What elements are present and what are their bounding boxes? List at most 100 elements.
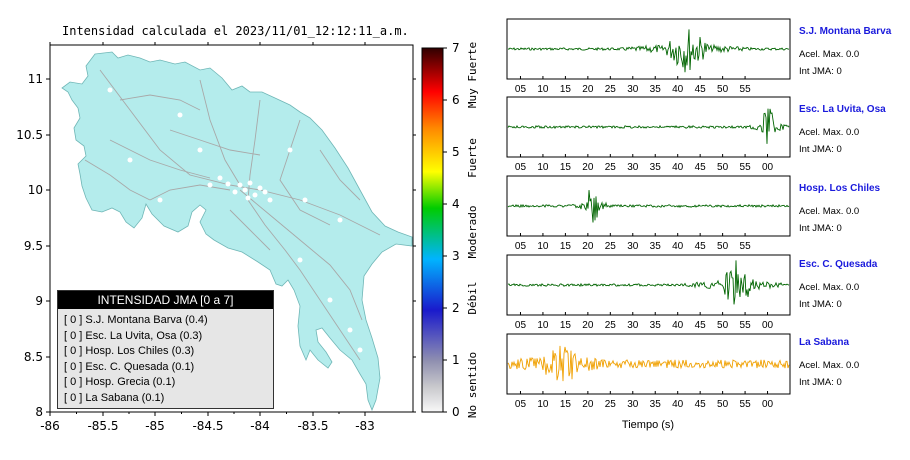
waveform-tick-label: 30 (627, 162, 639, 173)
station-name: Hosp. Los Chiles (799, 183, 881, 194)
waveform-tick-label: 35 (650, 84, 662, 95)
acel-max: Acel. Max. 0.0 (799, 360, 860, 371)
waveform-tick-label: 35 (650, 241, 662, 252)
waveform-trace (507, 345, 790, 382)
waveform-trace (507, 260, 790, 305)
colorbar-category-label: Muy Fuerte (466, 42, 479, 108)
waveform-tick-label: 25 (605, 162, 617, 173)
station-name: La Sabana (799, 337, 850, 348)
waveform-tick-label: 40 (672, 84, 684, 95)
station-dots (107, 87, 363, 353)
colorbar-tick-label: 7 (452, 41, 460, 55)
waveform-tick-label: 30 (627, 399, 639, 410)
legend-item: [ 0 ] Esc. C. Quesada (0.1) (64, 360, 195, 373)
x-tick-label: -84.5 (192, 419, 223, 433)
waveform-tick-label: 00 (762, 399, 774, 410)
x-tick-label: -85 (145, 419, 165, 433)
colorbar-tick-label: 5 (452, 145, 460, 159)
waveform-tick-label: 45 (695, 84, 707, 95)
waveform-tick-label: 55 (740, 399, 752, 410)
int-jma: Int JMA: 0 (799, 299, 842, 310)
waveform-tick-label: 25 (605, 84, 617, 95)
waveform-tick-label: 10 (537, 162, 549, 173)
legend-item: [ 0 ] Hosp. Los Chiles (0.3) (64, 345, 195, 357)
waveform-tick-label: 15 (560, 399, 572, 410)
waveform-tick-label: 50 (717, 84, 729, 95)
y-tick-label: 10 (28, 183, 43, 197)
waveform-tick-label: 35 (650, 399, 662, 410)
waveform-tick-label: 00 (762, 162, 774, 173)
waveform-x-label: Tiempo (s) (622, 419, 674, 431)
y-tick-label: 8.5 (24, 350, 43, 364)
colorbar-tick-label: 0 (452, 405, 460, 419)
legend-item: [ 0 ] S.J. Montana Barva (0.4) (64, 314, 208, 326)
colorbar-tick-label: 3 (452, 249, 460, 263)
colorbar-tick-label: 6 (452, 93, 460, 107)
waveform-tick-label: 05 (515, 162, 527, 173)
waveform-tick-label: 50 (717, 399, 729, 410)
x-tick-label: -85.5 (87, 419, 118, 433)
waveform-tick-label: 45 (695, 162, 707, 173)
map-axes: -86 -85.5 -85 -84.5 -84 -83.5 -83 11 10.5 10 9.5 9 8… (16, 42, 416, 433)
waveform-tick-label: 20 (582, 320, 594, 331)
waveform-tick-label: 05 (515, 241, 527, 252)
acel-max: Acel. Max. 0.0 (799, 127, 860, 138)
int-jma: Int JMA: 0 (799, 377, 842, 388)
waveform-tick-label: 30 (627, 84, 639, 95)
x-tick-label: -83 (355, 419, 375, 433)
map-title: Intensidad calculada el 2023/11/01_12:12… (62, 24, 409, 38)
waveform-tick-label: 15 (560, 320, 572, 331)
y-tick-label: 8 (35, 405, 43, 419)
waveform-tick-label: 10 (537, 399, 549, 410)
waveform-tick-label: 15 (560, 241, 572, 252)
x-tick-label: -84 (250, 419, 270, 433)
waveform-panel: 05 10 15 20 25 30 35 40 45 50 55 00 (506, 96, 791, 173)
waveform-tick-label: 05 (515, 320, 527, 331)
colorbar: 0 1 2 3 4 5 6 7 No sentido Débil Moderado Fuerte Muy… (421, 41, 479, 419)
waveform-tick-label: 40 (672, 320, 684, 331)
waveform-tick-label: 40 (672, 241, 684, 252)
waveform-tick-label: 00 (762, 320, 774, 331)
colorbar-category-label: Moderado (466, 206, 479, 259)
waveform-trace (507, 190, 790, 223)
int-jma: Int JMA: 0 (799, 223, 842, 234)
waveform-tick-label: 20 (582, 162, 594, 173)
int-jma: Int JMA: 0 (799, 66, 842, 77)
y-tick-label: 10.5 (16, 128, 43, 142)
waveform-tick-label: 45 (695, 241, 707, 252)
waveform-panel: 05 10 15 20 25 30 35 40 45 50 55 (506, 175, 791, 252)
waveform-tick-label: 15 (560, 84, 572, 95)
waveform-tick-label: 25 (605, 320, 617, 331)
colorbar-category-label: No sentido (466, 352, 479, 418)
waveform-tick-label: 05 (515, 84, 527, 95)
y-tick-label: 9 (35, 294, 43, 308)
waveform-tick-label: 55 (740, 84, 752, 95)
legend-item: [ 0 ] Hosp. Grecia (0.1) (64, 376, 176, 388)
waveform-tick-label: 35 (650, 162, 662, 173)
waveform-tick-label: 55 (740, 320, 752, 331)
waveform-tick-label: 45 (695, 399, 707, 410)
waveform-tick-label: 20 (582, 241, 594, 252)
colorbar-tick-label: 2 (452, 301, 460, 315)
acel-max: Acel. Max. 0.0 (799, 49, 860, 60)
waveform-panel: 05 10 15 20 25 30 35 40 45 50 55 00 (506, 333, 791, 410)
waveform-tick-label: 10 (537, 84, 549, 95)
legend-item: [ 0 ] La Sabana (0.1) (64, 391, 165, 404)
y-tick-label: 11 (28, 72, 43, 86)
costa-rica-landmass (61, 51, 413, 412)
colorbar-category-label: Fuerte (466, 138, 479, 178)
waveform-tick-label: 15 (560, 162, 572, 173)
waveform-tick-label: 55 (740, 162, 752, 173)
waveform-tick-label: 50 (717, 241, 729, 252)
acel-max: Acel. Max. 0.0 (799, 282, 860, 293)
waveform-tick-label: 50 (717, 162, 729, 173)
intensity-legend: INTENSIDAD JMA [0 a 7] [ 0 ] S.J. Montan… (57, 290, 274, 409)
waveform-tick-label: 20 (582, 399, 594, 410)
station-name: S.J. Montana Barva (799, 26, 892, 37)
waveform-tick-label: 55 (740, 241, 752, 252)
int-jma: Int JMA: 0 (799, 144, 842, 155)
x-tick-label: -83.5 (297, 419, 328, 433)
colorbar-tick-label: 1 (452, 353, 460, 367)
waveform-tick-label: 10 (537, 320, 549, 331)
